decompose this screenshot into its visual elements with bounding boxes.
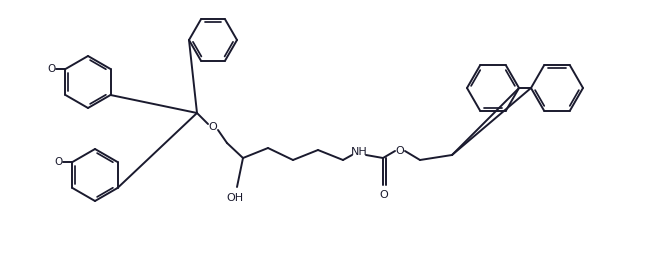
Text: O: O bbox=[208, 122, 217, 132]
Text: O: O bbox=[395, 146, 404, 156]
Text: NH: NH bbox=[351, 147, 368, 157]
Text: OH: OH bbox=[226, 193, 244, 203]
Text: O: O bbox=[47, 64, 55, 74]
Text: O: O bbox=[54, 157, 63, 167]
Text: O: O bbox=[380, 190, 388, 200]
